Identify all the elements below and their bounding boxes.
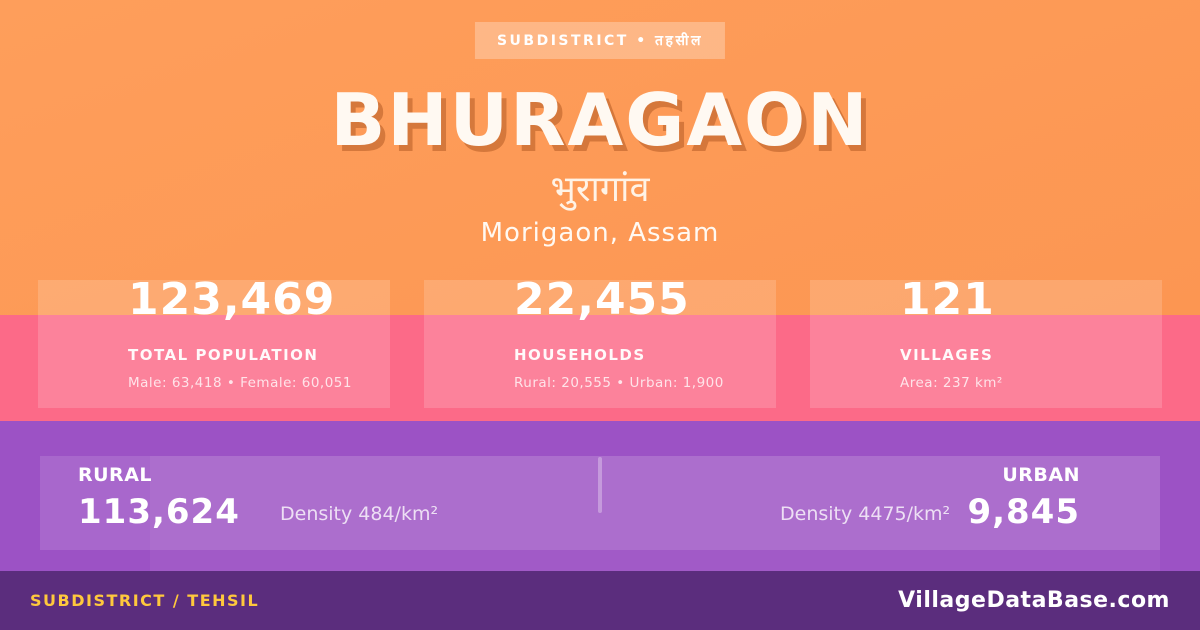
region-subtitle: Morigaon, Assam [480,218,720,248]
footer-type-label: SUBDISTRICT / TEHSIL [30,591,260,610]
title-local-name: भुरागांव [550,169,650,210]
pink-band [0,315,1200,421]
rural-density: Density 484/km² [280,503,439,525]
page-title: BHURAGAON [330,78,870,162]
stat-value: 123,469 [128,274,336,325]
stat-detail: Area: 237 km² [900,375,1003,391]
footer-bar: SUBDISTRICT / TEHSIL VillageDataBase.com [0,571,1200,630]
rural-value: 113,624 [78,492,240,532]
stat-label: TOTAL POPULATION [128,346,319,364]
urban-label: URBAN [1002,464,1080,486]
rural-urban-divider [598,457,602,513]
stat-label: VILLAGES [900,346,994,364]
purple-band [0,421,1200,571]
stat-card-households: 22,455 HOUSEHOLDS Rural: 20,555 • Urban:… [424,276,776,408]
footer-brand: VillageDataBase.com [898,588,1170,613]
stat-detail: Male: 63,418 • Female: 60,051 [128,375,352,391]
stat-card-villages: 121 VILLAGES Area: 237 km² [810,276,1162,408]
rural-label: RURAL [78,464,153,486]
urban-density: Density 4475/km² [780,503,951,525]
urban-value: 9,845 [967,492,1080,532]
stat-label: HOUSEHOLDS [514,346,646,364]
stat-card-total-population: 123,469 TOTAL POPULATION Male: 63,418 • … [38,276,390,408]
stat-value: 121 [900,274,995,325]
purple-band-overlay-right [150,456,1160,571]
stat-detail: Rural: 20,555 • Urban: 1,900 [514,375,724,391]
type-badge: SUBDISTRICT • तहसील [474,22,726,59]
purple-band-overlay-card [40,456,1160,550]
stat-value: 22,455 [514,274,690,325]
